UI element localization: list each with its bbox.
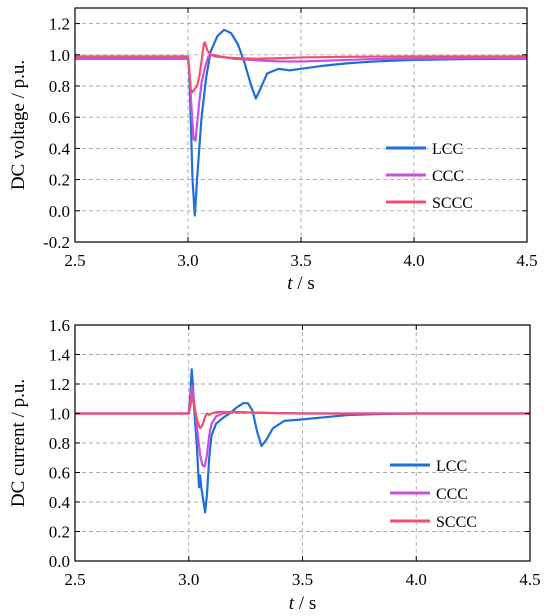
voltage-x-axis-title-var: t (287, 273, 293, 294)
current-y-tick-label: 0.2 (49, 523, 70, 542)
voltage-x-axis-title: t / s (287, 273, 314, 294)
current-series-group (75, 368, 530, 514)
voltage-legend-label-lcc: LCC (432, 141, 463, 158)
voltage-legend-label-sccc: SCCC (432, 195, 473, 212)
current-y-tick-label: 0.0 (49, 552, 70, 571)
current-y-tick-label: 0.6 (49, 464, 70, 483)
voltage-x-tick-label: 3.5 (290, 251, 311, 270)
voltage-y-tick-label: 1.2 (49, 15, 70, 34)
voltage-x-tick-label: 4.5 (516, 251, 537, 270)
current-y-tick-label: 0.8 (49, 434, 70, 453)
current-x-tick-label: 4.0 (406, 570, 427, 589)
voltage-y-tick-label: 0.6 (49, 108, 70, 127)
voltage-legend: LCC CCC SCCC (386, 141, 473, 212)
voltage-x-tick-label: 4.0 (403, 251, 424, 270)
current-x-tick-label: 3.0 (178, 570, 199, 589)
current-legend: LCC CCC SCCC (390, 458, 477, 531)
current-x-axis-title-var: t (289, 593, 295, 614)
current-x-axis-title: t / s (289, 593, 316, 614)
voltage-x-tick-label: 3.0 (177, 251, 198, 270)
current-x-tick-label: 2.5 (64, 570, 85, 589)
voltage-x-axis-title-unit: / s (293, 273, 315, 294)
current-series-lcc-line (75, 368, 530, 514)
current-y-tick-label: 1.6 (49, 316, 70, 335)
voltage-series-lcc-line (75, 28, 527, 217)
voltage-y-tick-label: -0.2 (43, 233, 70, 252)
voltage-y-tick-label: 0.8 (49, 77, 70, 96)
voltage-y-axis-title: DC voltage / p.u. (8, 60, 29, 190)
voltage-series-group (75, 28, 527, 217)
current-y-tick-label: 0.4 (49, 493, 71, 512)
current-y-tick-label: 1.4 (49, 346, 71, 365)
current-legend-label-ccc: CCC (436, 486, 468, 503)
voltage-legend-label-ccc: CCC (432, 168, 464, 185)
voltage-chart: 2.5 3.0 3.5 4.0 4.5 -0.2 0.0 0.2 0.4 0.6 0.8 1.0 1.2… (8, 7, 538, 294)
current-x-tick-label: 4.5 (519, 570, 540, 589)
voltage-series-sccc-line (75, 41, 527, 94)
current-x-tick-label: 3.5 (292, 570, 313, 589)
voltage-y-tick-label: 0.2 (49, 171, 70, 190)
current-y-tick-label: 1.2 (49, 375, 70, 394)
voltage-y-tick-label: 0.0 (49, 202, 70, 221)
current-legend-label-lcc: LCC (436, 458, 467, 475)
current-y-axis-title: DC current / p.u. (8, 379, 29, 507)
voltage-y-tick-label: 1.0 (49, 46, 70, 65)
current-series-sccc-line (75, 394, 530, 430)
current-x-axis-title-unit: / s (294, 593, 316, 614)
voltage-x-tick-label: 2.5 (64, 251, 85, 270)
current-legend-label-sccc: SCCC (436, 514, 477, 531)
current-y-tick-label: 1.0 (49, 405, 70, 424)
voltage-y-tick-label: 0.4 (49, 139, 71, 158)
current-chart: 2.5 3.0 3.5 4.0 4.5 0.0 0.2 0.4 0.6 0.8 1.0 1.2 1.4 1… (8, 316, 541, 614)
